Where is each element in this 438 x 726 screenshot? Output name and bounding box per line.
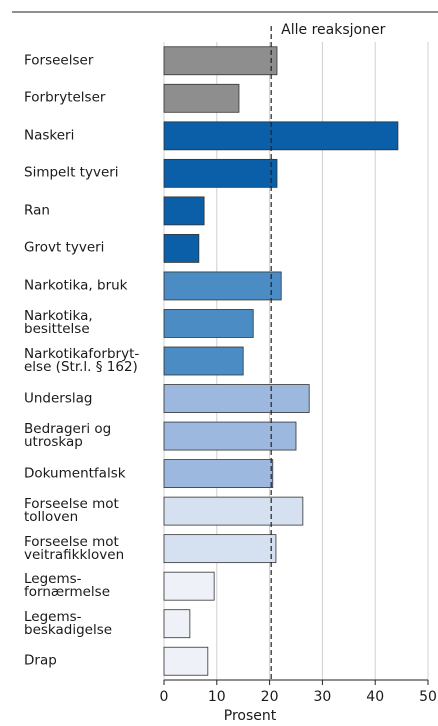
bar xyxy=(163,571,215,601)
bar xyxy=(163,158,278,188)
bar xyxy=(163,83,240,113)
bar xyxy=(163,459,274,488)
x-tick-label: 40 xyxy=(366,689,384,705)
category-label: Naskeri xyxy=(24,127,75,144)
bar xyxy=(163,121,399,151)
x-tick-label: 10 xyxy=(208,689,226,705)
category-label: Forseelse mot tolloven xyxy=(24,496,119,526)
category-label: Legems- beskadigelse xyxy=(24,608,113,638)
category-label: Narkotika, bruk xyxy=(24,277,128,294)
bar xyxy=(163,346,244,376)
x-tick-label: 0 xyxy=(160,689,169,705)
x-tick-label: 50 xyxy=(419,689,437,705)
x-tick-label: 30 xyxy=(313,689,331,705)
category-label: Simpelt tyveri xyxy=(24,164,119,181)
bar xyxy=(163,271,282,301)
category-label: Forbrytelser xyxy=(24,89,106,106)
category-label: Underslag xyxy=(24,390,93,407)
category-label: Ran xyxy=(24,202,50,219)
category-label: Legems- fornærmelse xyxy=(24,571,110,601)
category-label: Forseelser xyxy=(24,52,94,69)
bar xyxy=(163,196,205,226)
bar xyxy=(163,309,254,338)
category-label: Grovt tyveri xyxy=(24,239,105,256)
category-label: Dokumentfalsk xyxy=(24,465,126,482)
bar xyxy=(163,609,191,639)
bar xyxy=(163,421,297,451)
category-label: Forseelse mot veitrafikkloven xyxy=(24,533,125,563)
bar xyxy=(163,496,304,526)
category-label: Narkotikaforbryt- else (Str.l. § 162) xyxy=(24,346,140,375)
bar xyxy=(163,46,278,76)
category-label: Drap xyxy=(24,652,57,669)
bar xyxy=(163,646,209,676)
bar xyxy=(163,534,277,564)
category-label: Bedrageri og utroskap xyxy=(24,421,112,451)
category-label: Narkotika, besittelse xyxy=(24,308,93,338)
x-tick-label: 20 xyxy=(261,689,279,705)
reference-label: Alle reaksjoner xyxy=(281,22,385,38)
x-axis-label: Prosent xyxy=(224,708,277,724)
bar xyxy=(163,234,200,263)
bar xyxy=(163,384,310,413)
